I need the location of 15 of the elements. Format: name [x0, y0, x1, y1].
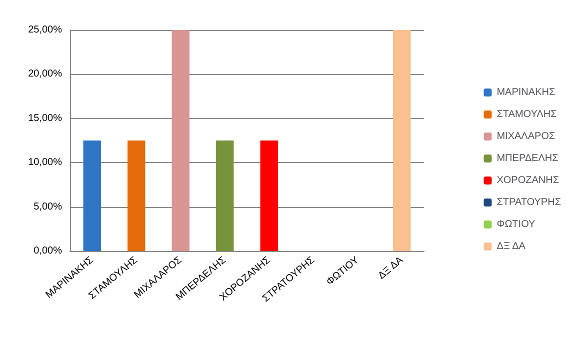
y-tick-label: 25,00%	[28, 24, 62, 36]
x-tick-label: ΔΞ ΔΑ	[376, 254, 406, 282]
y-tick-label: 20,00%	[28, 68, 62, 80]
y-tick-label: 0,00%	[34, 246, 62, 256]
y-tick-label: 10,00%	[28, 157, 62, 168]
legend-label: ΣΤΡΑΤΟΥΡΗΣ	[496, 197, 562, 208]
legend-label: ΣΤΑΜΟΥΛΗΣ	[496, 109, 557, 120]
y-tick-label: 5,00%	[34, 201, 62, 212]
y-tick-label: 15,00%	[28, 112, 62, 124]
legend-label: ΜΠΕΡΔΕΛΗΣ	[496, 153, 558, 164]
legend-label: ΔΞ ΔΑ	[496, 241, 526, 252]
legend-label: ΜΑΡΙΝΑΚΗΣ	[496, 87, 556, 98]
legend-label: ΜΙΧΑΛΑΡΟΣ	[496, 131, 556, 142]
legend-label: ΦΩΤΙΟΥ	[496, 219, 536, 230]
legend-label: ΧΟΡΟΖΑΝΗΣ	[496, 175, 560, 186]
